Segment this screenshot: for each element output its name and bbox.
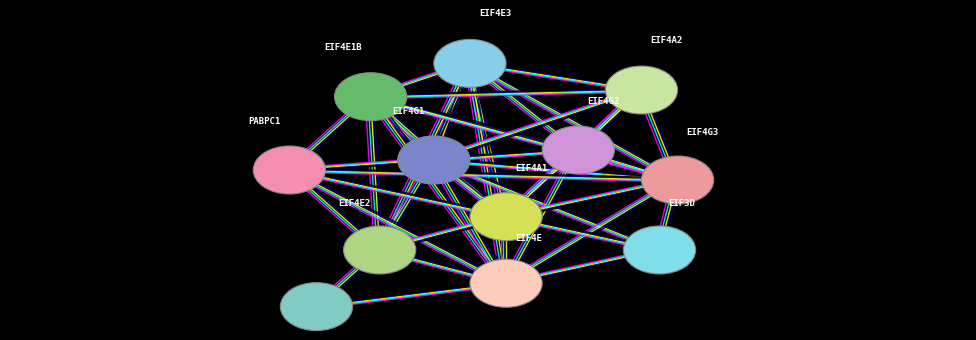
Text: EIF4E1B: EIF4E1B (324, 43, 361, 52)
Text: EIF4A1: EIF4A1 (515, 164, 548, 173)
Text: EIF4G3: EIF4G3 (687, 128, 719, 137)
Text: EIF4E3: EIF4E3 (479, 9, 511, 18)
Text: EIF4G1: EIF4G1 (392, 107, 425, 116)
Text: EIF4E2: EIF4E2 (339, 199, 371, 208)
Text: EIF3D: EIF3D (669, 199, 696, 208)
Ellipse shape (280, 283, 352, 330)
Text: PABPC1: PABPC1 (248, 117, 280, 126)
Ellipse shape (344, 226, 416, 274)
Ellipse shape (605, 66, 677, 114)
Ellipse shape (398, 136, 470, 184)
Ellipse shape (543, 126, 615, 174)
Text: EIF4E: EIF4E (515, 234, 542, 243)
Text: EIF4A2: EIF4A2 (651, 36, 683, 45)
Ellipse shape (470, 259, 543, 307)
Ellipse shape (624, 226, 696, 274)
Ellipse shape (254, 146, 326, 194)
Ellipse shape (641, 156, 713, 204)
Text: EIF4G2: EIF4G2 (588, 97, 620, 106)
Ellipse shape (433, 39, 507, 87)
Ellipse shape (335, 73, 407, 121)
Ellipse shape (470, 193, 543, 241)
